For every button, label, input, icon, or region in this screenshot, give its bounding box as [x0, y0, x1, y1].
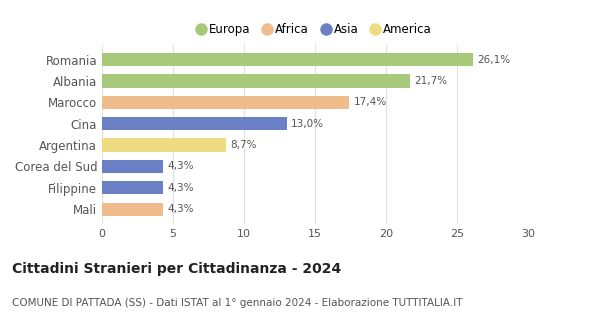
Text: Cittadini Stranieri per Cittadinanza - 2024: Cittadini Stranieri per Cittadinanza - 2… [12, 262, 341, 276]
Text: 4,3%: 4,3% [167, 204, 194, 214]
Text: 13,0%: 13,0% [291, 119, 324, 129]
Bar [102, 203, 163, 216]
Text: 4,3%: 4,3% [167, 183, 194, 193]
Bar [102, 74, 410, 88]
Bar [102, 160, 163, 173]
Text: 26,1%: 26,1% [477, 55, 510, 65]
Bar [102, 139, 226, 152]
Bar [102, 53, 473, 66]
Legend: Europa, Africa, Asia, America: Europa, Africa, Asia, America [193, 19, 437, 41]
Text: 17,4%: 17,4% [353, 97, 386, 107]
Text: 21,7%: 21,7% [415, 76, 448, 86]
Bar [102, 117, 287, 130]
Bar [102, 181, 163, 195]
Bar [102, 96, 349, 109]
Text: 8,7%: 8,7% [230, 140, 256, 150]
Text: COMUNE DI PATTADA (SS) - Dati ISTAT al 1° gennaio 2024 - Elaborazione TUTTITALIA: COMUNE DI PATTADA (SS) - Dati ISTAT al 1… [12, 298, 463, 308]
Text: 4,3%: 4,3% [167, 162, 194, 172]
